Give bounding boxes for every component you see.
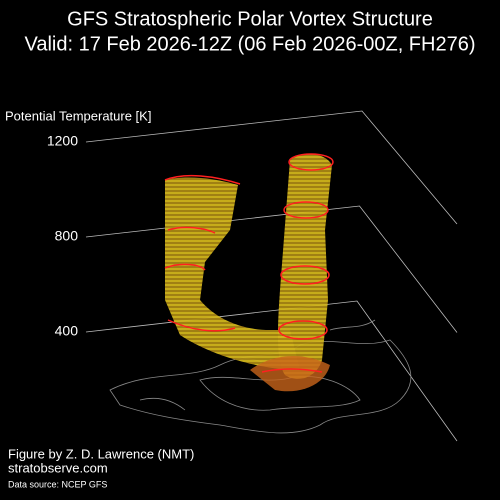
chart-subtitle: Valid: 17 Feb 2026-12Z (06 Feb 2026-00Z,… [25,33,476,55]
z-axis-label: Potential Temperature [K] [5,108,151,123]
chart-title: GFS Stratospheric Polar Vortex Structure [67,8,433,30]
z-tick-label: 400 [55,323,79,339]
grid-line [85,110,458,225]
z-tick-label: 1200 [47,133,78,149]
vortex [164,153,334,392]
website: stratobserve.com [8,460,108,475]
z-tick-label: 800 [55,228,79,244]
source: Data source: NCEP GFS [8,479,107,489]
credit: Figure by Z. D. Lawrence (NMT) [8,446,194,461]
